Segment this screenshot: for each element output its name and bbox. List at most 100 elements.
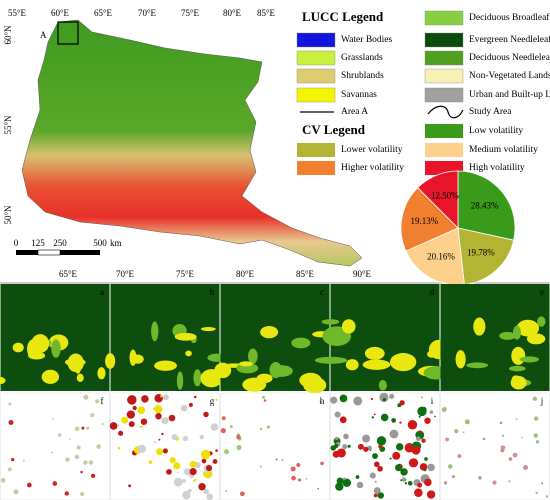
change-dot xyxy=(198,483,206,491)
legend-label: Higher volatility xyxy=(341,163,404,173)
change-dot xyxy=(408,458,419,468)
change-dot xyxy=(173,462,181,470)
change-dot xyxy=(389,457,392,460)
change-dot xyxy=(83,460,88,465)
change-dot xyxy=(201,458,207,464)
land-patch xyxy=(239,361,253,367)
change-dot xyxy=(155,412,162,420)
land-patch xyxy=(151,321,159,342)
change-dot xyxy=(212,459,218,464)
change-dot xyxy=(356,481,364,489)
change-dot xyxy=(11,457,15,462)
change-dot xyxy=(193,479,196,483)
land-patch xyxy=(129,349,137,366)
change-dot xyxy=(298,478,302,482)
pie-slice xyxy=(457,170,516,241)
land-patch xyxy=(185,350,192,357)
change-dot xyxy=(180,404,188,412)
pie-label: 19.13% xyxy=(411,216,439,226)
change-dot xyxy=(353,396,363,406)
change-dot xyxy=(154,404,163,414)
panel-label: g xyxy=(210,396,215,406)
lat-label: 60°N xyxy=(3,25,13,45)
land-patch xyxy=(537,316,546,327)
change-dot xyxy=(156,448,164,456)
panel-label: c xyxy=(320,287,324,297)
panel-label: e xyxy=(540,287,544,297)
change-dot xyxy=(396,443,404,451)
change-dot xyxy=(80,491,85,497)
change-dot xyxy=(391,418,397,423)
change-dot xyxy=(376,436,387,446)
change-dot xyxy=(424,468,427,471)
change-dot xyxy=(83,394,89,400)
land-patch xyxy=(362,359,391,370)
change-dot xyxy=(416,436,421,441)
legend-swatch xyxy=(425,124,463,138)
change-dot xyxy=(305,477,308,480)
pie-label: 28.43% xyxy=(471,201,499,211)
land-patch xyxy=(200,327,216,332)
legend-swatch xyxy=(424,87,464,103)
land-patch xyxy=(31,334,50,353)
legend-swatch xyxy=(297,143,335,157)
change-dot xyxy=(347,444,351,448)
change-dot xyxy=(183,468,191,476)
change-dot xyxy=(158,438,161,441)
change-dot xyxy=(153,441,157,444)
lat-label: 50°N xyxy=(3,205,13,225)
change-dot xyxy=(117,424,120,426)
legend-title: LUCC Legend xyxy=(302,9,384,24)
change-dot xyxy=(170,457,174,461)
land-patch xyxy=(174,332,197,341)
change-dot xyxy=(259,465,262,468)
change-dot xyxy=(355,475,360,479)
change-dot xyxy=(290,466,296,472)
change-dot xyxy=(319,400,323,404)
legend-swatch xyxy=(424,68,464,84)
change-dot xyxy=(424,457,428,461)
change-dot xyxy=(339,394,348,403)
change-dot xyxy=(225,490,228,492)
change-dot xyxy=(420,396,423,399)
change-dot xyxy=(236,444,242,451)
land-patch xyxy=(364,346,385,360)
land-patch xyxy=(76,373,84,382)
lon-label: 65°E xyxy=(94,8,113,18)
change-dot xyxy=(188,488,192,493)
change-dot xyxy=(189,460,197,468)
change-dot xyxy=(345,480,350,484)
change-dot xyxy=(210,423,219,431)
change-dot xyxy=(220,428,226,434)
change-dot xyxy=(161,417,169,425)
change-dot xyxy=(336,448,346,458)
land-patch xyxy=(67,353,84,373)
land-patch xyxy=(526,333,546,345)
change-dot xyxy=(377,492,384,499)
change-dot xyxy=(451,475,455,479)
land-patch xyxy=(12,342,24,353)
change-dot xyxy=(373,493,378,498)
pie-label: 20.16% xyxy=(427,252,455,262)
legend-swatch xyxy=(297,161,335,175)
change-dot xyxy=(96,444,101,449)
legend-label: Grasslands xyxy=(341,53,383,63)
change-dot xyxy=(95,399,100,404)
land-patch xyxy=(455,350,466,369)
change-dot xyxy=(373,413,376,416)
legend-label: Study Area xyxy=(469,107,512,117)
change-dot xyxy=(399,421,402,424)
change-dot xyxy=(447,464,453,469)
change-dot xyxy=(88,460,94,465)
change-dot xyxy=(334,436,339,441)
change-dot xyxy=(533,433,538,438)
lat-label: 55°N xyxy=(3,115,13,135)
legend-label: Urban and Built-up Lands xyxy=(469,90,550,100)
change-dot xyxy=(7,467,12,472)
lon-label: 75°E xyxy=(176,269,195,279)
land-patch xyxy=(291,337,311,349)
change-dot xyxy=(26,482,32,488)
change-dot xyxy=(117,446,121,450)
change-dot xyxy=(52,418,54,420)
